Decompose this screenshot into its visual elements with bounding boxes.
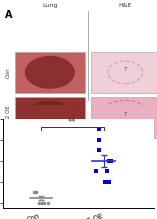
Point: [98, 127, 100, 131]
Point: [104, 180, 106, 184]
Point: [41, 201, 43, 205]
Circle shape: [43, 125, 57, 134]
Text: Con: Con: [6, 67, 11, 78]
Text: Lung: Lung: [42, 3, 58, 7]
Text: **: **: [68, 118, 76, 127]
Text: T: T: [124, 67, 127, 72]
Point: [98, 148, 100, 152]
Text: T: T: [124, 112, 127, 117]
Point: [108, 180, 110, 184]
Circle shape: [26, 102, 74, 133]
Point: [33, 191, 35, 194]
Point: [43, 201, 46, 205]
Point: [34, 191, 37, 194]
Point: [106, 170, 108, 173]
Circle shape: [57, 109, 71, 118]
Text: A: A: [5, 9, 12, 19]
FancyBboxPatch shape: [91, 52, 157, 93]
Point: [95, 170, 98, 173]
Text: LCN2 OE: LCN2 OE: [6, 106, 11, 129]
Point: [97, 138, 100, 141]
Point: [34, 191, 37, 194]
Point: [109, 159, 112, 162]
Circle shape: [29, 119, 43, 128]
Point: [38, 201, 40, 205]
FancyBboxPatch shape: [15, 97, 84, 138]
FancyBboxPatch shape: [15, 52, 84, 93]
Circle shape: [26, 57, 74, 88]
FancyBboxPatch shape: [91, 97, 157, 138]
Point: [46, 201, 49, 205]
Point: [107, 159, 110, 162]
Text: H&E: H&E: [119, 3, 132, 7]
